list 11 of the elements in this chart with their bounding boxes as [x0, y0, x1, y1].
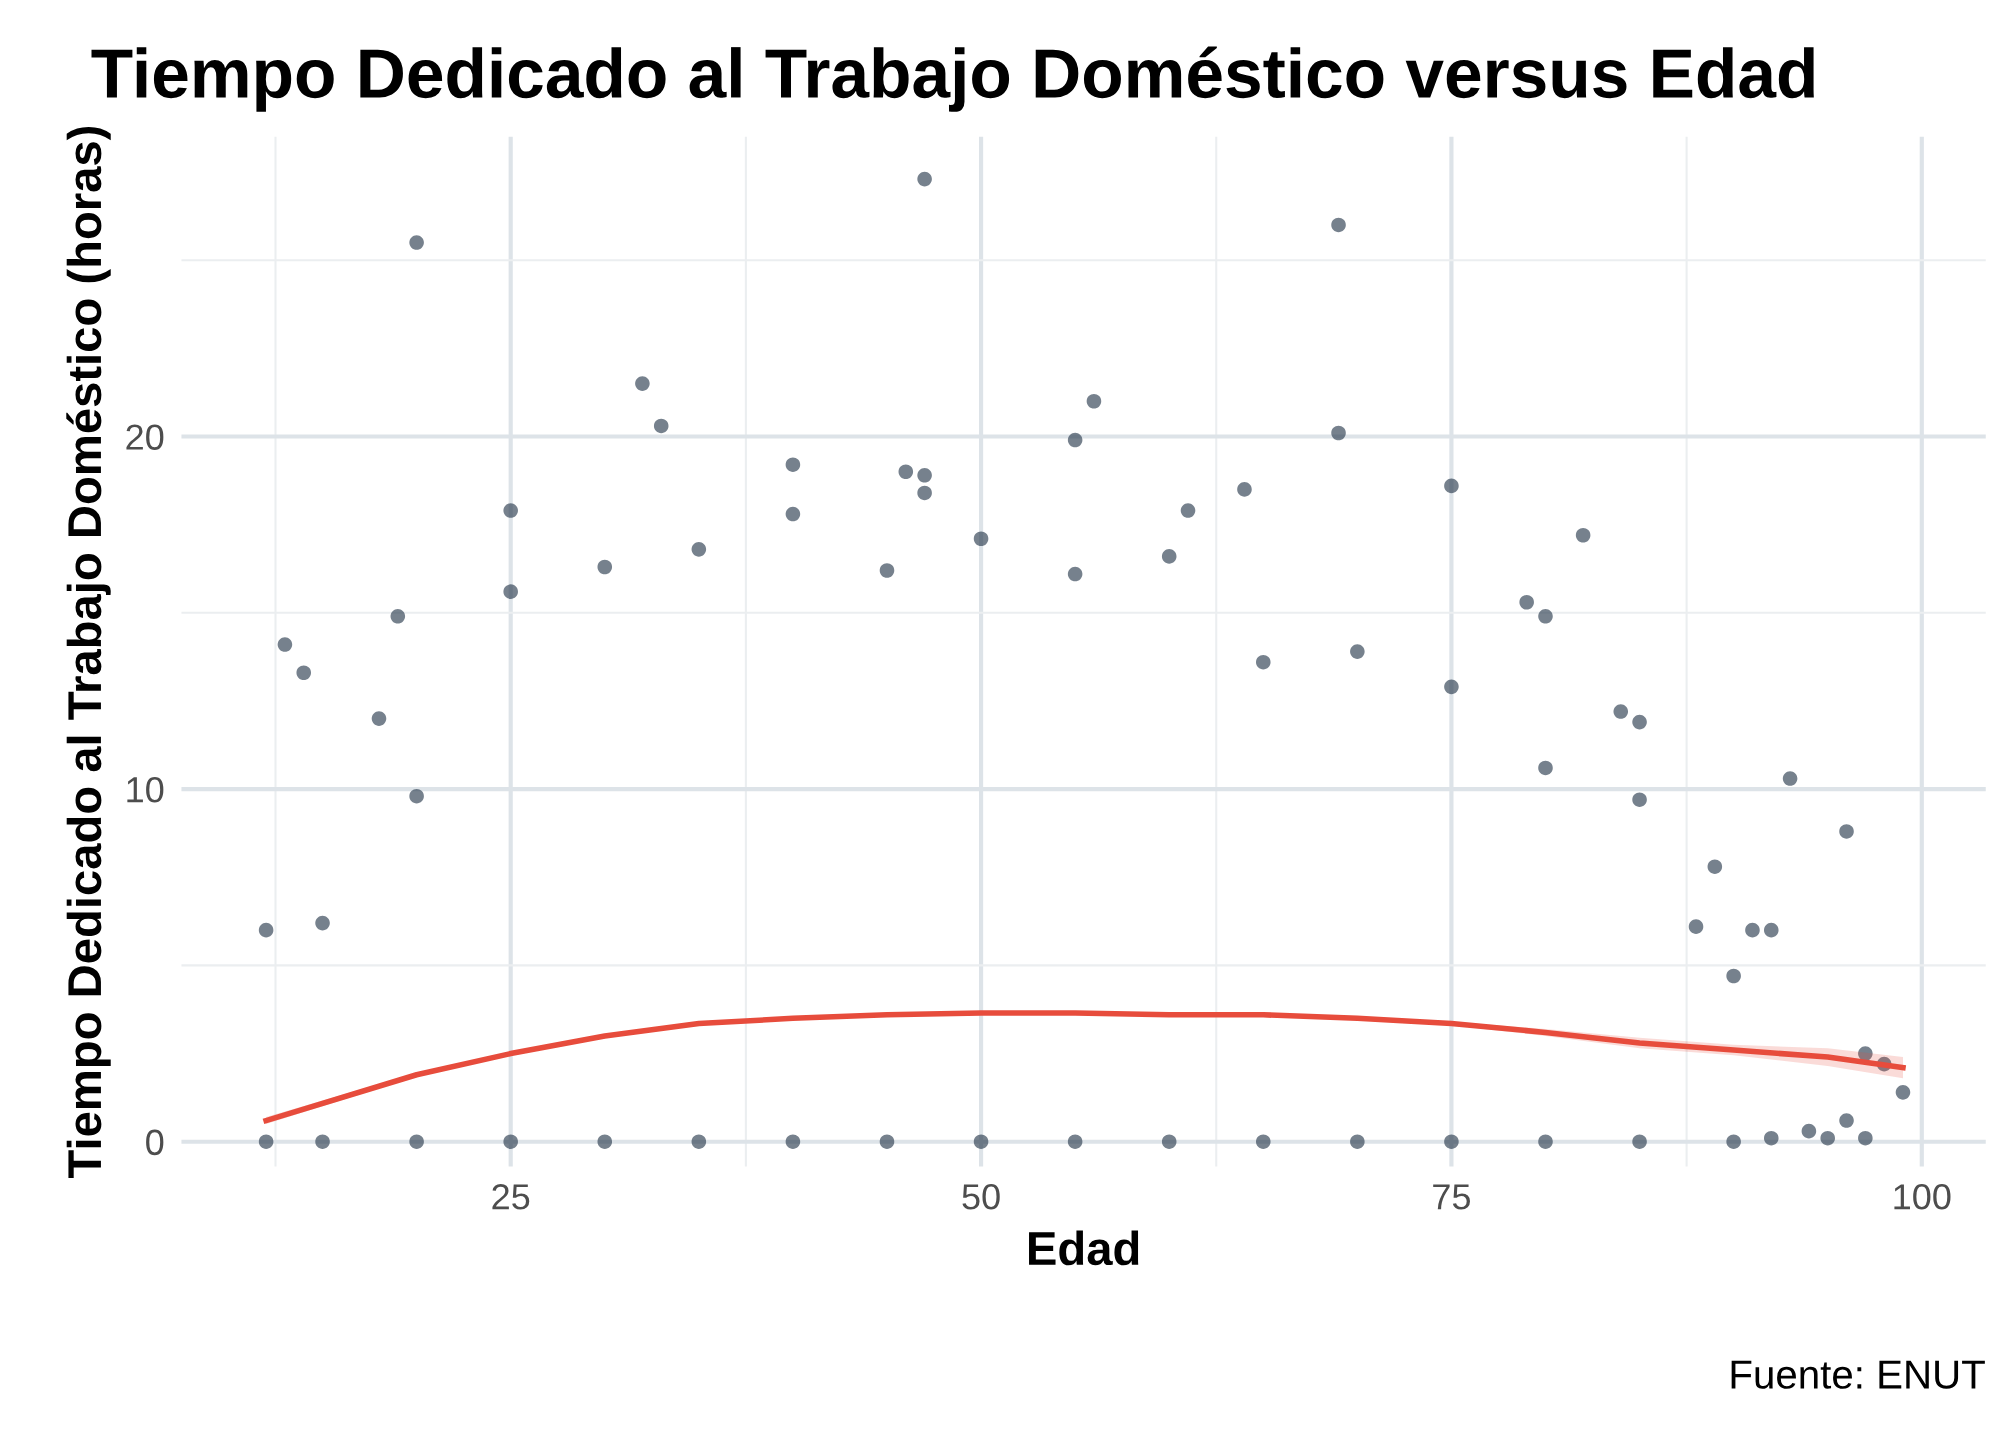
- source-note: Fuente: ENUT: [1731, 1360, 1985, 1389]
- chart-title: Tiempo Dedicado al Trabajo Doméstico versus Edad: [91, 46, 1814, 112]
- y-tick-label: 10: [127, 776, 164, 803]
- x-tick-label: 100: [1894, 1184, 1951, 1210]
- y-tick-label: 20: [126, 424, 164, 450]
- y-tick-label: 0: [146, 1129, 164, 1156]
- x-axis-title: Edad: [1029, 1230, 1139, 1266]
- y-axis-title: Tiempo Dedicado al Trabajo Doméstico (horas): [66, 126, 111, 1179]
- x-tick-label: 75: [1433, 1184, 1470, 1210]
- x-tick-label: 50: [962, 1184, 1000, 1210]
- x-tick-label: 25: [492, 1184, 530, 1210]
